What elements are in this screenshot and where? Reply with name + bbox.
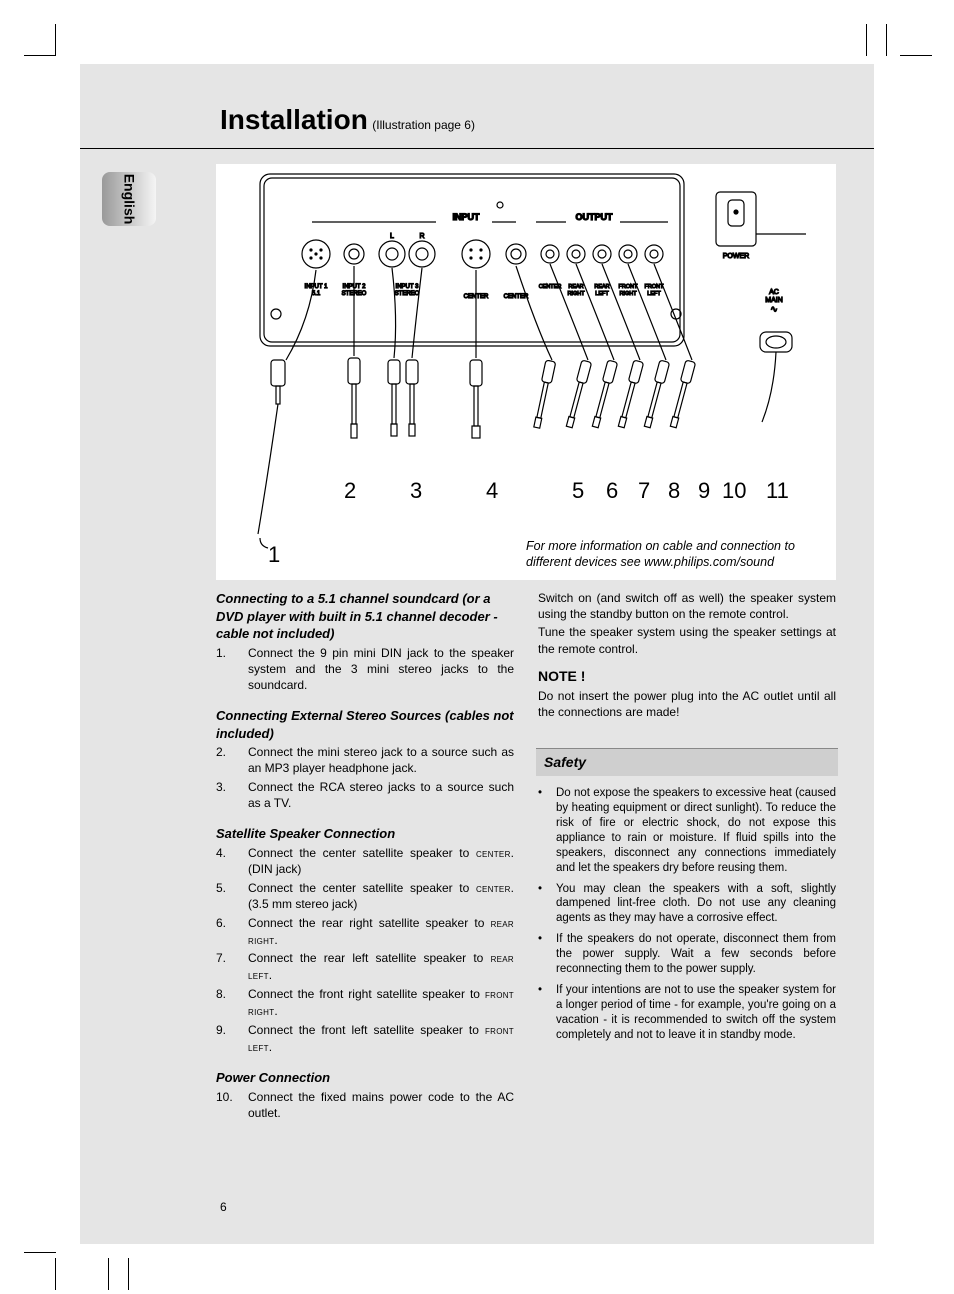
- smallcaps-label: center: [476, 848, 511, 860]
- crop-mark: [55, 1258, 56, 1290]
- callout-4: 4: [486, 478, 498, 504]
- sec3-list: 4.Connect the center satellite speaker t…: [216, 845, 514, 1056]
- smallcaps-label: front right: [248, 989, 514, 1018]
- safety-heading: Safety: [536, 748, 838, 776]
- page-title: Installation: [220, 104, 368, 135]
- svg-text:INPUT 3: INPUT 3: [396, 284, 420, 290]
- svg-text:STEREO: STEREO: [395, 291, 420, 297]
- callout-8: 8: [668, 478, 680, 504]
- list-item: 6.Connect the rear right satellite speak…: [216, 915, 514, 949]
- sec4-list: 10.Connect the fixed mains power code to…: [216, 1089, 514, 1121]
- callout-6: 6: [606, 478, 618, 504]
- callout-9: 9: [698, 478, 710, 504]
- crop-mark: [24, 1252, 56, 1253]
- list-item: •If the speakers do not operate, disconn…: [538, 932, 836, 977]
- svg-text:L: L: [390, 233, 394, 240]
- diagram-footnote: For more information on cable and connec…: [526, 538, 826, 571]
- list-item: 2.Connect the mini stereo jack to a sour…: [216, 744, 514, 776]
- sec-heading-satellite: Satellite Speaker Connection: [216, 825, 514, 843]
- svg-text:FRONT: FRONT: [645, 284, 665, 290]
- diagram-svg: POWER AC MAIN ∿ INPUT OUTPUT: [216, 164, 836, 580]
- smallcaps-label: rear right: [248, 918, 514, 947]
- smallcaps-label: front left: [248, 1025, 514, 1054]
- callout-2: 2: [344, 478, 356, 504]
- crop-mark: [886, 24, 887, 56]
- svg-text:OUTPUT: OUTPUT: [576, 212, 614, 222]
- list-item: 8.Connect the front right satellite spea…: [216, 986, 514, 1020]
- svg-text:R: R: [419, 233, 424, 240]
- svg-text:∿: ∿: [770, 304, 778, 314]
- note-heading: NOTE !: [538, 667, 836, 686]
- list-item: 4.Connect the center satellite speaker t…: [216, 845, 514, 878]
- crop-mark: [55, 24, 56, 56]
- body-columns: Connecting to a 5.1 channel soundcard (o…: [216, 590, 836, 1135]
- power-label: POWER: [723, 253, 749, 260]
- left-column: Connecting to a 5.1 channel soundcard (o…: [216, 590, 514, 1135]
- svg-text:REAR: REAR: [568, 284, 583, 290]
- page-title-row: Installation (Illustration page 6): [220, 104, 834, 136]
- bullet-icon: •: [538, 786, 556, 876]
- crop-mark: [128, 1258, 129, 1290]
- callout-5: 5: [572, 478, 584, 504]
- callout-3: 3: [410, 478, 422, 504]
- callout-10: 10: [722, 478, 746, 504]
- svg-text:INPUT 1: INPUT 1: [305, 284, 329, 290]
- list-item: 10.Connect the fixed mains power code to…: [216, 1089, 514, 1121]
- right-column: Switch on (and switch off as well) the s…: [538, 590, 836, 1135]
- language-label: English: [121, 174, 137, 225]
- title-rule: [80, 148, 874, 149]
- callout-7: 7: [638, 478, 650, 504]
- sec-heading-5-1: Connecting to a 5.1 channel soundcard (o…: [216, 590, 514, 643]
- svg-text:MAIN: MAIN: [765, 297, 783, 304]
- svg-text:LEFT: LEFT: [595, 291, 609, 297]
- svg-text:CENTER: CENTER: [504, 294, 529, 300]
- list-item: 3.Connect the RCA stereo jacks to a sour…: [216, 779, 514, 811]
- page-subtitle: (Illustration page 6): [372, 118, 475, 132]
- sec1-list: 1.Connect the 9 pin mini DIN jack to the…: [216, 645, 514, 694]
- manual-page: Installation (Illustration page 6) Engli…: [80, 64, 874, 1244]
- crop-mark: [866, 24, 867, 56]
- sec-heading-power: Power Connection: [216, 1069, 514, 1087]
- list-item: •If your intentions are not to use the s…: [538, 983, 836, 1043]
- crop-mark: [900, 55, 932, 56]
- list-item: 7.Connect the rear left satellite speake…: [216, 950, 514, 984]
- list-item: 1.Connect the 9 pin mini DIN jack to the…: [216, 645, 514, 694]
- rear-panel-diagram: POWER AC MAIN ∿ INPUT OUTPUT: [216, 164, 836, 580]
- note-body: Do not insert the power plug into the AC…: [538, 688, 836, 720]
- bullet-icon: •: [538, 983, 556, 1043]
- list-item: 9.Connect the front left satellite speak…: [216, 1022, 514, 1056]
- bullet-icon: •: [538, 882, 556, 927]
- crop-mark: [24, 55, 56, 56]
- smallcaps-label: rear left: [248, 953, 514, 982]
- svg-text:INPUT: INPUT: [453, 212, 481, 222]
- smallcaps-label: center: [476, 883, 511, 895]
- intro-p2: Tune the speaker system using the speake…: [538, 624, 836, 656]
- bullet-icon: •: [538, 932, 556, 977]
- svg-text:AC: AC: [769, 289, 779, 296]
- page-number: 6: [220, 1200, 227, 1214]
- svg-text:FRONT: FRONT: [619, 284, 639, 290]
- intro-p1: Switch on (and switch off as well) the s…: [538, 590, 836, 622]
- svg-text:REAR: REAR: [594, 284, 609, 290]
- list-item: 5.Connect the center satellite speaker t…: [216, 880, 514, 913]
- sec-heading-ext-stereo: Connecting External Stereo Sources (cabl…: [216, 707, 514, 742]
- svg-text:RIGHT: RIGHT: [567, 291, 585, 297]
- list-item: •You may clean the speakers with a soft,…: [538, 882, 836, 927]
- svg-text:LEFT: LEFT: [647, 291, 661, 297]
- safety-list: •Do not expose the speakers to excessive…: [538, 786, 836, 1043]
- svg-text:5.1: 5.1: [312, 291, 321, 297]
- language-tab: English: [102, 172, 156, 226]
- crop-mark: [108, 1258, 109, 1290]
- sec2-list: 2.Connect the mini stereo jack to a sour…: [216, 744, 514, 811]
- callout-1: 1: [268, 542, 280, 568]
- svg-text:RIGHT: RIGHT: [619, 291, 637, 297]
- list-item: •Do not expose the speakers to excessive…: [538, 786, 836, 876]
- callout-11: 11: [766, 478, 789, 504]
